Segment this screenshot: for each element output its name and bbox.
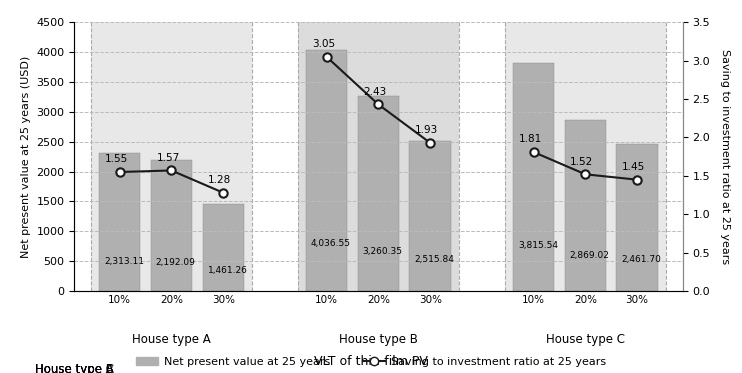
Text: 2,192.09: 2,192.09	[156, 258, 196, 267]
Text: 1.45: 1.45	[622, 162, 646, 172]
Bar	[91, 22, 252, 291]
Text: 1.28: 1.28	[209, 175, 232, 185]
Text: 3.05: 3.05	[312, 39, 335, 49]
Text: House type B: House type B	[35, 363, 114, 373]
Y-axis label: Net present value at 25 years (USD): Net present value at 25 years (USD)	[21, 56, 31, 258]
Bar	[306, 50, 347, 291]
Text: House type B: House type B	[339, 333, 418, 346]
Text: 2,515.84: 2,515.84	[415, 255, 454, 264]
Bar	[298, 22, 459, 291]
Bar	[358, 96, 399, 291]
Text: 2,313.11: 2,313.11	[104, 257, 144, 266]
Text: 1.93: 1.93	[415, 125, 439, 135]
Bar	[565, 120, 606, 291]
Text: 1.55: 1.55	[105, 154, 128, 164]
Y-axis label: Saving to investment ratio at 25 years: Saving to investment ratio at 25 years	[720, 49, 729, 264]
Text: House type C: House type C	[546, 333, 625, 346]
Text: 1.81: 1.81	[519, 134, 542, 144]
Bar	[99, 153, 140, 291]
Legend: Net present value at 25 years, Saving to investment ratio at 25 years: Net present value at 25 years, Saving to…	[131, 352, 611, 371]
Bar	[505, 22, 666, 291]
Text: 2,869.02: 2,869.02	[570, 251, 609, 260]
Text: 2,461.70: 2,461.70	[621, 256, 661, 264]
Bar	[617, 144, 658, 291]
Text: 1.52: 1.52	[571, 157, 594, 167]
Text: 1.57: 1.57	[157, 153, 180, 163]
Bar	[151, 160, 192, 291]
Text: 3,815.54: 3,815.54	[518, 241, 558, 250]
Text: 4,036.55: 4,036.55	[311, 239, 351, 248]
Text: House type C: House type C	[35, 363, 114, 373]
Text: 2.43: 2.43	[364, 87, 387, 97]
Text: House type A: House type A	[35, 363, 114, 373]
Text: House type A: House type A	[132, 333, 211, 346]
Bar	[410, 141, 451, 291]
Text: VLT of thin-film PV: VLT of thin-film PV	[314, 355, 428, 368]
Bar	[203, 204, 244, 291]
Text: 3,260.35: 3,260.35	[363, 247, 403, 256]
Text: 1,461.26: 1,461.26	[208, 266, 247, 275]
Bar	[513, 63, 554, 291]
